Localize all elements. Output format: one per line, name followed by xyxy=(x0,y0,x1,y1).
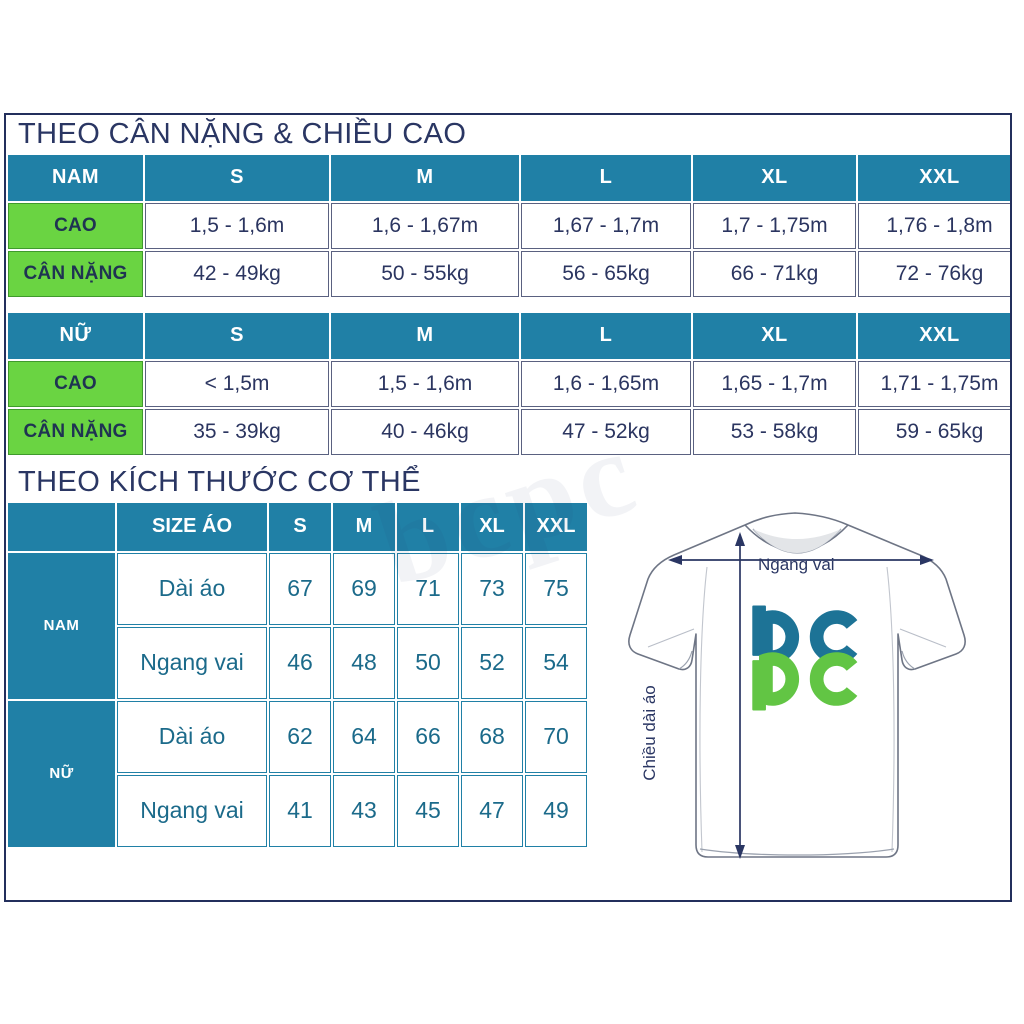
tshirt-diagram: Ngang vai Chiều dài áo xyxy=(612,507,1002,892)
header-size-s: S xyxy=(145,154,329,201)
cell-nam-ngang-vai-s: 46 xyxy=(269,626,331,699)
header-size-xxl: XXL xyxy=(858,312,1010,359)
measure-label-ngang-vai: Ngang vai xyxy=(117,774,267,847)
cell-nu-dai-ao-s: 62 xyxy=(269,700,331,773)
header-size-xl: XL xyxy=(693,312,856,359)
label-ngang-vai: Ngang vai xyxy=(758,554,835,574)
header-size-ao: SIZE ÁO xyxy=(117,502,267,551)
cell-nam-cao-xxl: 1,76 - 1,8m xyxy=(858,202,1010,249)
body-size-area: SIZE ÁO S M L XL XXL NAM Dài áo 67 69 71 xyxy=(6,501,1010,859)
table-header-row: NỮ S M L XL XXL xyxy=(8,312,1010,359)
cell-nam-dai-ao-xl: 73 xyxy=(461,552,523,625)
section-title-weight-height: THEO CÂN NẶNG & CHIỀU CAO xyxy=(18,118,467,150)
bcpc-logo-icon xyxy=(752,605,858,711)
header-gender-nu: NỮ xyxy=(8,312,143,359)
cell-nam-weight-m: 50 - 55kg xyxy=(331,250,519,297)
cell-nam-weight-s: 42 - 49kg xyxy=(145,250,329,297)
cell-nam-dai-ao-s: 67 xyxy=(269,552,331,625)
group-label-nu: NỮ xyxy=(8,700,115,847)
label-chieu-dai-ao: Chiều dài áo xyxy=(640,685,659,781)
size-chart-frame: bcpc THEO CÂN NẶNG & CHIỀU CAO NAM S M L… xyxy=(4,113,1012,902)
table-row: NỮ Dài áo 62 64 66 68 70 xyxy=(8,700,587,847)
cell-nam-ngang-vai-xl: 52 xyxy=(461,626,523,699)
header-size-xxl: XXL xyxy=(858,154,1010,201)
header-size-m: M xyxy=(331,154,519,201)
header-size-m: M xyxy=(331,312,519,359)
table-spacer xyxy=(6,299,1010,311)
cell-nu-cao-m: 1,5 - 1,6m xyxy=(331,360,519,407)
cell-nam-cao-m: 1,6 - 1,67m xyxy=(331,202,519,249)
cell-nu-weight-m: 40 - 46kg xyxy=(331,408,519,455)
header-size-l: L xyxy=(521,312,691,359)
cell-nu-ngang-vai-l: 45 xyxy=(397,774,459,847)
cell-nu-weight-l: 47 - 52kg xyxy=(521,408,691,455)
cell-nu-ngang-vai-s: 41 xyxy=(269,774,331,847)
cell-nu-dai-ao-xl: 68 xyxy=(461,700,523,773)
cell-nu-dai-ao-l: 66 xyxy=(397,700,459,773)
table-weight-height-nam: NAM S M L XL XXL CAO 1,5 - 1,6m 1,6 - 1,… xyxy=(6,153,1010,299)
measure-label-ngang-vai: Ngang vai xyxy=(117,626,267,699)
cell-nu-dai-ao-m: 64 xyxy=(333,700,395,773)
table-header-row: NAM S M L XL XXL xyxy=(8,154,1010,201)
tshirt-illustration-area: Ngang vai Chiều dài áo xyxy=(590,501,1010,859)
header-size-l: L xyxy=(521,154,691,201)
table-row: NAM Dài áo 67 69 71 73 75 xyxy=(8,552,587,699)
table-header-row: SIZE ÁO S M L XL XXL xyxy=(8,502,587,551)
table-row: CAO 1,5 - 1,6m 1,6 - 1,67m 1,67 - 1,7m 1… xyxy=(8,202,1010,249)
table-row: CÂN NẶNG 35 - 39kg 40 - 46kg 47 - 52kg 5… xyxy=(8,408,1010,455)
header-size-xxl: XXL xyxy=(525,502,587,551)
measure-label-dai-ao: Dài áo xyxy=(117,700,267,773)
cell-nu-weight-xxl: 59 - 65kg xyxy=(858,408,1010,455)
cell-nu-cao-xl: 1,65 - 1,7m xyxy=(693,360,856,407)
cell-nam-cao-s: 1,5 - 1,6m xyxy=(145,202,329,249)
table-row: Ngang vai 46 48 50 52 54 xyxy=(8,626,587,699)
cell-nam-dai-ao-l: 71 xyxy=(397,552,459,625)
section-title-body-size: THEO KÍCH THƯỚC CƠ THỂ xyxy=(18,465,421,498)
group-label-nam: NAM xyxy=(8,552,115,699)
table-weight-height-nu: NỮ S M L XL XXL CAO < 1,5m 1,5 - 1,6m 1,… xyxy=(6,311,1010,457)
header-size-s: S xyxy=(145,312,329,359)
table-row: CAO < 1,5m 1,5 - 1,6m 1,6 - 1,65m 1,65 -… xyxy=(8,360,1010,407)
cell-nam-dai-ao-m: 69 xyxy=(333,552,395,625)
cell-nu-cao-l: 1,6 - 1,65m xyxy=(521,360,691,407)
table-row: CÂN NẶNG 42 - 49kg 50 - 55kg 56 - 65kg 6… xyxy=(8,250,1010,297)
cell-nam-ngang-vai-xxl: 54 xyxy=(525,626,587,699)
cell-nam-weight-l: 56 - 65kg xyxy=(521,250,691,297)
measure-label-dai-ao: Dài áo xyxy=(117,552,267,625)
cell-nam-cao-l: 1,67 - 1,7m xyxy=(521,202,691,249)
row-label-can-nang: CÂN NẶNG xyxy=(8,250,143,297)
table-body-size: SIZE ÁO S M L XL XXL NAM Dài áo 67 69 71 xyxy=(6,501,589,849)
cell-nu-cao-xxl: 1,71 - 1,75m xyxy=(858,360,1010,407)
cell-nu-ngang-vai-m: 43 xyxy=(333,774,395,847)
cell-nam-weight-xl: 66 - 71kg xyxy=(693,250,856,297)
cell-nu-weight-s: 35 - 39kg xyxy=(145,408,329,455)
cell-nu-ngang-vai-xl: 47 xyxy=(461,774,523,847)
header-blank-cell xyxy=(8,502,115,551)
body-size-table-container: SIZE ÁO S M L XL XXL NAM Dài áo 67 69 71 xyxy=(6,501,590,849)
table-row: Ngang vai 41 43 45 47 49 xyxy=(8,774,587,847)
header-size-m: M xyxy=(333,502,395,551)
cell-nam-weight-xxl: 72 - 76kg xyxy=(858,250,1010,297)
header-size-xl: XL xyxy=(693,154,856,201)
header-size-s: S xyxy=(269,502,331,551)
cell-nu-ngang-vai-xxl: 49 xyxy=(525,774,587,847)
cell-nam-dai-ao-xxl: 75 xyxy=(525,552,587,625)
cell-nam-ngang-vai-l: 50 xyxy=(397,626,459,699)
cell-nu-dai-ao-xxl: 70 xyxy=(525,700,587,773)
row-label-cao: CAO xyxy=(8,360,143,407)
cell-nam-cao-xl: 1,7 - 1,75m xyxy=(693,202,856,249)
row-label-can-nang: CÂN NẶNG xyxy=(8,408,143,455)
header-size-xl: XL xyxy=(461,502,523,551)
row-label-cao: CAO xyxy=(8,202,143,249)
cell-nu-cao-s: < 1,5m xyxy=(145,360,329,407)
cell-nam-ngang-vai-m: 48 xyxy=(333,626,395,699)
header-gender-nam: NAM xyxy=(8,154,143,201)
header-size-l: L xyxy=(397,502,459,551)
cell-nu-weight-xl: 53 - 58kg xyxy=(693,408,856,455)
